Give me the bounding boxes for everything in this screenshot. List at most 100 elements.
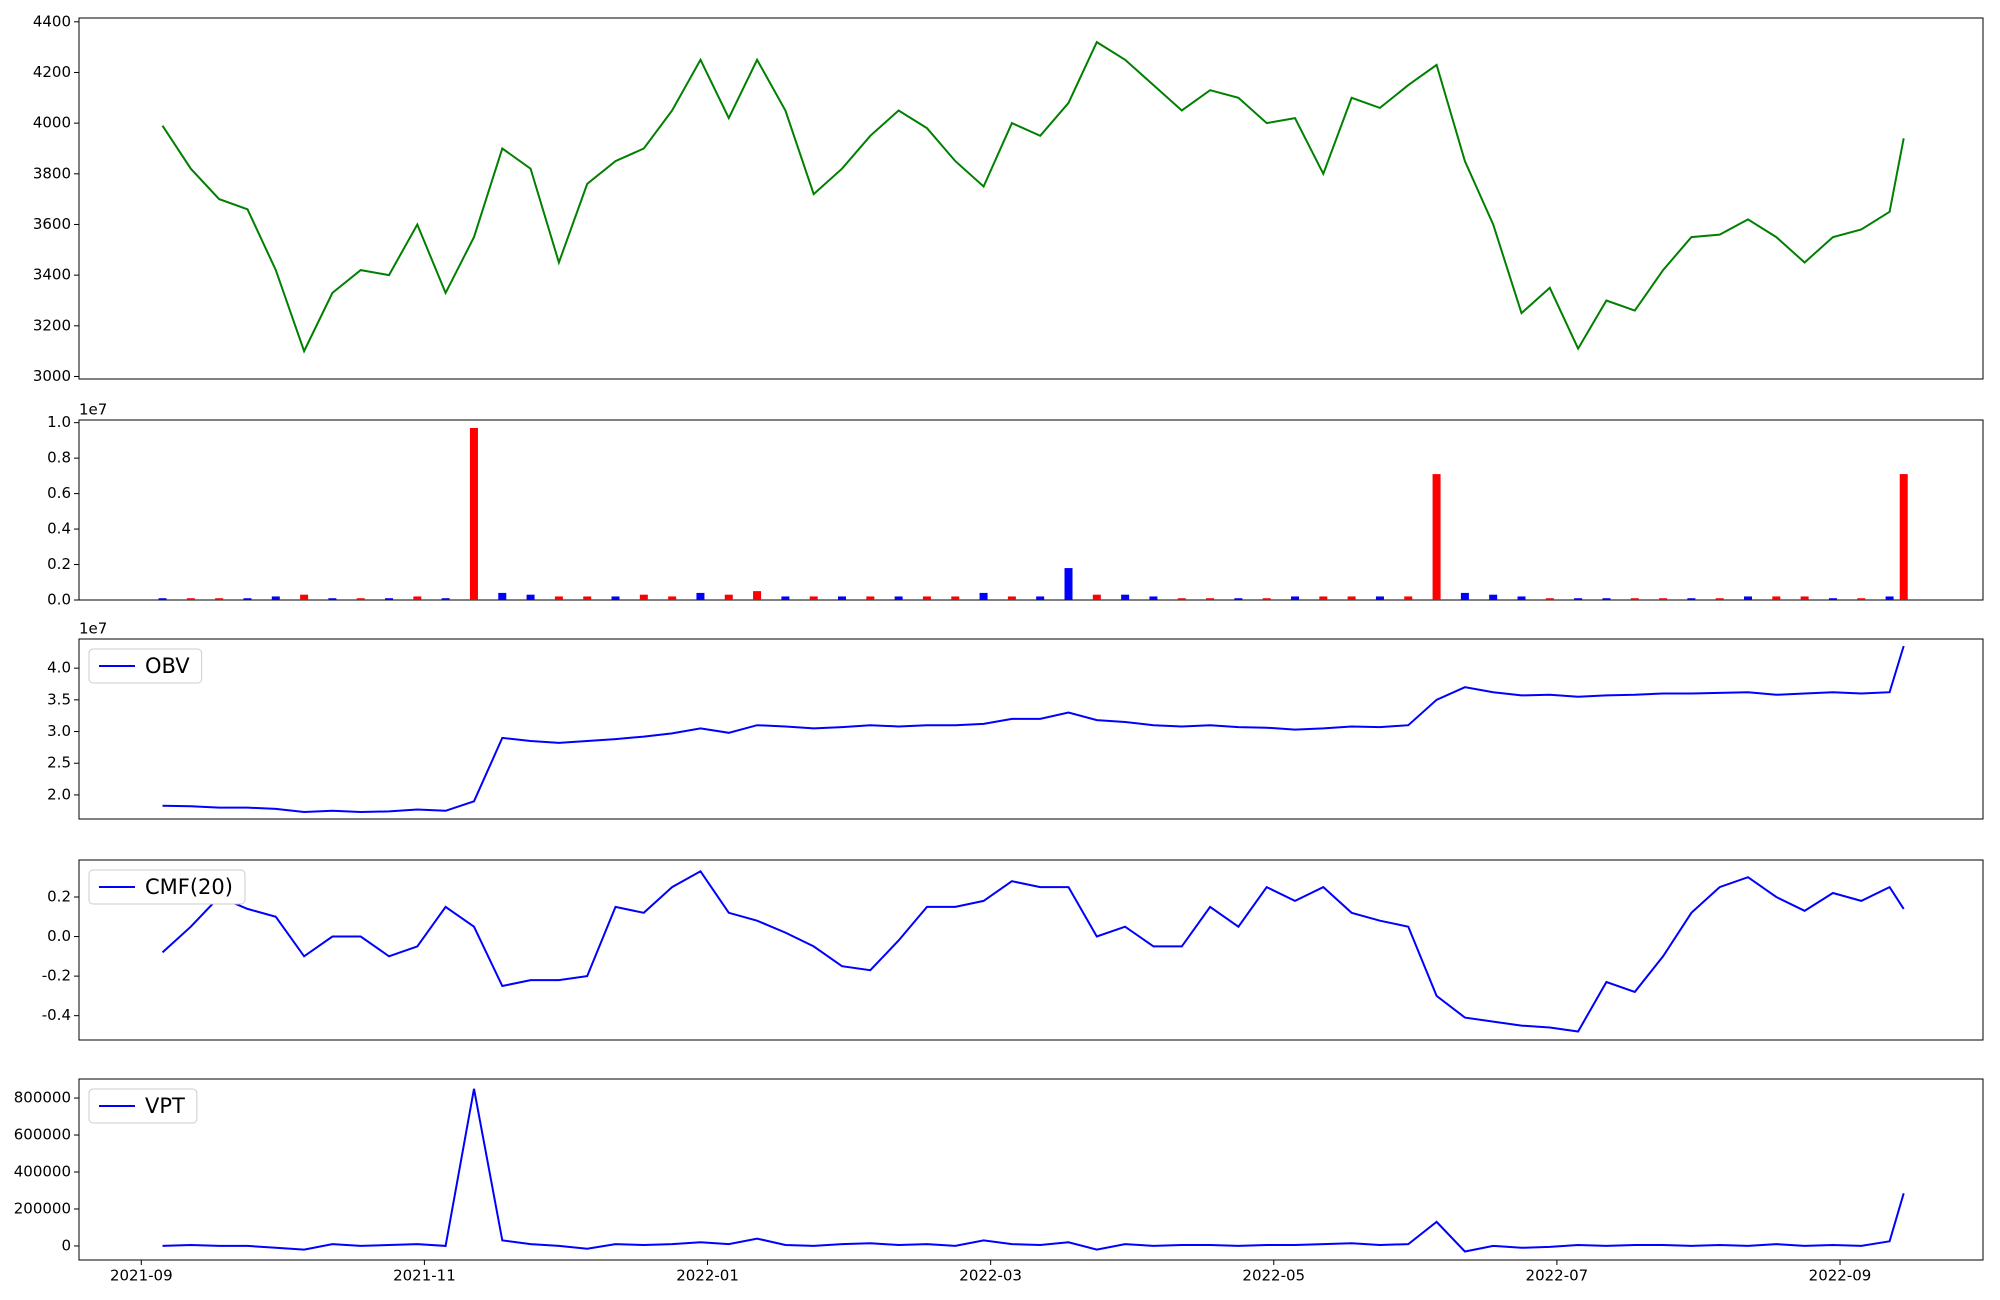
bar <box>1574 598 1583 600</box>
y-tick-label: 2.0 <box>47 785 71 803</box>
axes-frame <box>78 419 1984 601</box>
bar <box>271 596 280 600</box>
bar <box>413 596 422 600</box>
bar <box>186 598 195 600</box>
y-tick-label: 3200 <box>33 316 71 334</box>
y-tick-label: 0.4 <box>47 520 71 538</box>
bar <box>1489 594 1498 600</box>
bar <box>668 596 677 600</box>
x-tick-label: 2022-05 <box>1242 1267 1305 1285</box>
bar <box>1517 596 1526 600</box>
line <box>162 645 1905 814</box>
bar <box>1460 592 1469 600</box>
bar <box>498 592 507 600</box>
bar <box>838 596 847 600</box>
axis-offset-label: 1e7 <box>79 401 107 419</box>
bar <box>753 591 762 600</box>
bar <box>1234 598 1243 600</box>
bar <box>696 592 705 600</box>
x-tick-label: 2022-07 <box>1526 1267 1589 1285</box>
y-tick-label: 0.8 <box>47 449 71 467</box>
bar <box>1800 596 1809 600</box>
legend-label: CMF(20) <box>145 875 233 899</box>
bar <box>611 596 620 600</box>
bar <box>866 596 875 600</box>
bar <box>243 598 252 600</box>
axes-frame <box>78 1078 1984 1261</box>
bar <box>1121 594 1130 600</box>
bar <box>328 598 337 600</box>
y-tick-label: 1.0 <box>47 413 71 431</box>
bar <box>1036 596 1045 600</box>
legend-label: OBV <box>145 654 190 678</box>
x-tick-label: 2022-03 <box>959 1267 1022 1285</box>
bar <box>1262 598 1271 600</box>
y-tick-label: -0.2 <box>42 967 71 985</box>
y-tick-label: 3000 <box>33 367 71 385</box>
bar <box>1630 598 1639 600</box>
bar <box>158 598 167 600</box>
bar <box>469 427 478 600</box>
bar <box>922 596 931 600</box>
bar <box>1064 568 1073 600</box>
bar <box>1885 596 1894 600</box>
bar <box>385 598 394 600</box>
bar <box>1404 596 1413 600</box>
bar <box>894 596 903 600</box>
y-tick-label: 600000 <box>14 1126 71 1144</box>
y-tick-label: 800000 <box>14 1089 71 1107</box>
y-tick-label: 4200 <box>33 63 71 81</box>
bar <box>1375 596 1384 600</box>
x-tick-label: 2022-09 <box>1809 1267 1872 1285</box>
bar <box>1744 596 1753 600</box>
y-tick-label: 3.5 <box>47 690 71 708</box>
bar <box>583 596 592 600</box>
bar <box>724 594 733 600</box>
bar <box>1347 596 1356 600</box>
bar <box>441 598 450 600</box>
legend-box <box>88 648 203 684</box>
bar <box>781 596 790 600</box>
bar <box>1432 474 1441 600</box>
y-tick-label: 0.2 <box>47 555 71 573</box>
line <box>161 40 1905 354</box>
bar <box>1828 598 1837 600</box>
legend-label: VPT <box>145 1094 185 1118</box>
bar <box>1149 596 1158 600</box>
y-tick-label: 3800 <box>33 164 71 182</box>
y-tick-label: -0.4 <box>42 1006 71 1024</box>
line <box>162 1088 1905 1253</box>
y-tick-label: 4000 <box>33 114 71 132</box>
bar <box>554 596 563 600</box>
y-tick-label: 3400 <box>33 266 71 284</box>
y-tick-label: 400000 <box>14 1162 71 1180</box>
y-tick-label: 4.0 <box>47 659 71 677</box>
bar <box>1092 594 1101 600</box>
bar <box>215 598 224 600</box>
y-tick-label: 3.0 <box>47 722 71 740</box>
bar <box>1291 596 1300 600</box>
bar <box>979 592 988 600</box>
axis-offset-label: 1e7 <box>79 620 107 638</box>
bar <box>1206 598 1215 600</box>
bar <box>639 594 648 600</box>
y-tick-label: 0.2 <box>47 887 71 905</box>
bar <box>1545 598 1554 600</box>
y-tick-label: 3600 <box>33 215 71 233</box>
y-tick-label: 0.6 <box>47 484 71 502</box>
y-tick-label: 4400 <box>33 12 71 30</box>
bar <box>1319 596 1328 600</box>
y-tick-label: 0.0 <box>47 591 71 609</box>
line <box>161 869 1905 1033</box>
y-tick-label: 0.0 <box>47 927 71 945</box>
bar <box>1857 598 1866 600</box>
bar <box>300 594 309 600</box>
y-tick-label: 200000 <box>14 1199 71 1217</box>
bar <box>1177 598 1186 600</box>
x-tick-label: 2021-11 <box>393 1267 456 1285</box>
bar <box>356 598 365 600</box>
legend-box <box>88 1088 198 1124</box>
y-tick-label: 0 <box>61 1236 71 1254</box>
x-tick-label: 2021-09 <box>110 1267 173 1285</box>
axes-frame <box>78 638 1984 820</box>
